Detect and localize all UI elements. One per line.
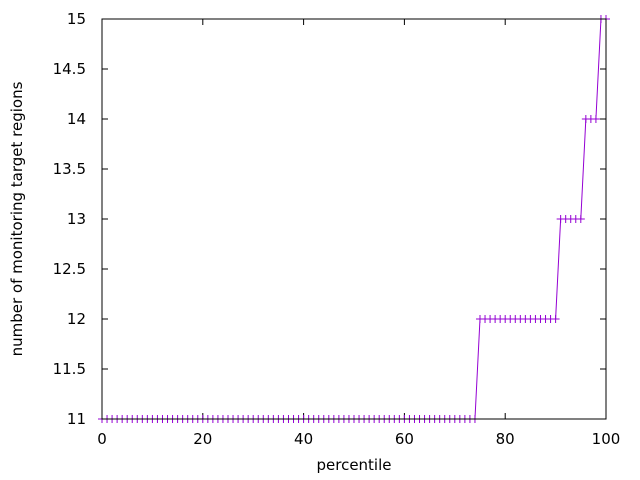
y-tick-label: 14.5 [53,60,86,78]
x-tick-label: 80 [496,430,515,448]
series-line [102,18,606,420]
y-tick-label: 15 [67,10,86,28]
x-axis-title: percentile [316,456,391,474]
x-tick-label: 20 [193,430,212,448]
y-tick-label: 13 [67,210,86,228]
x-tick-label: 100 [592,430,621,448]
y-tick-label: 14 [67,110,86,128]
x-tick-label: 40 [294,430,313,448]
y-tick-label: 13.5 [53,160,86,178]
tick-labels-layer: 0 20 40 60 80 100 11 11.5 12 12.5 13 13.5 14 14.5 15 [53,10,621,448]
y-axis-title: number of monitoring target regions [8,81,26,356]
y-tick-label: 11.5 [53,360,86,378]
y-tick-label: 12.5 [53,260,86,278]
data-point-marker [576,215,585,223]
y-tick-label: 12 [67,310,86,328]
plot-frame [101,18,607,420]
data-point-marker [591,115,600,123]
ticks-layer [101,18,607,420]
x-tick-label: 0 [97,430,107,448]
y-tick-label: 11 [67,410,86,428]
series-layer [98,15,610,423]
x-tick-label: 60 [395,430,414,448]
data-point-marker [551,315,560,323]
